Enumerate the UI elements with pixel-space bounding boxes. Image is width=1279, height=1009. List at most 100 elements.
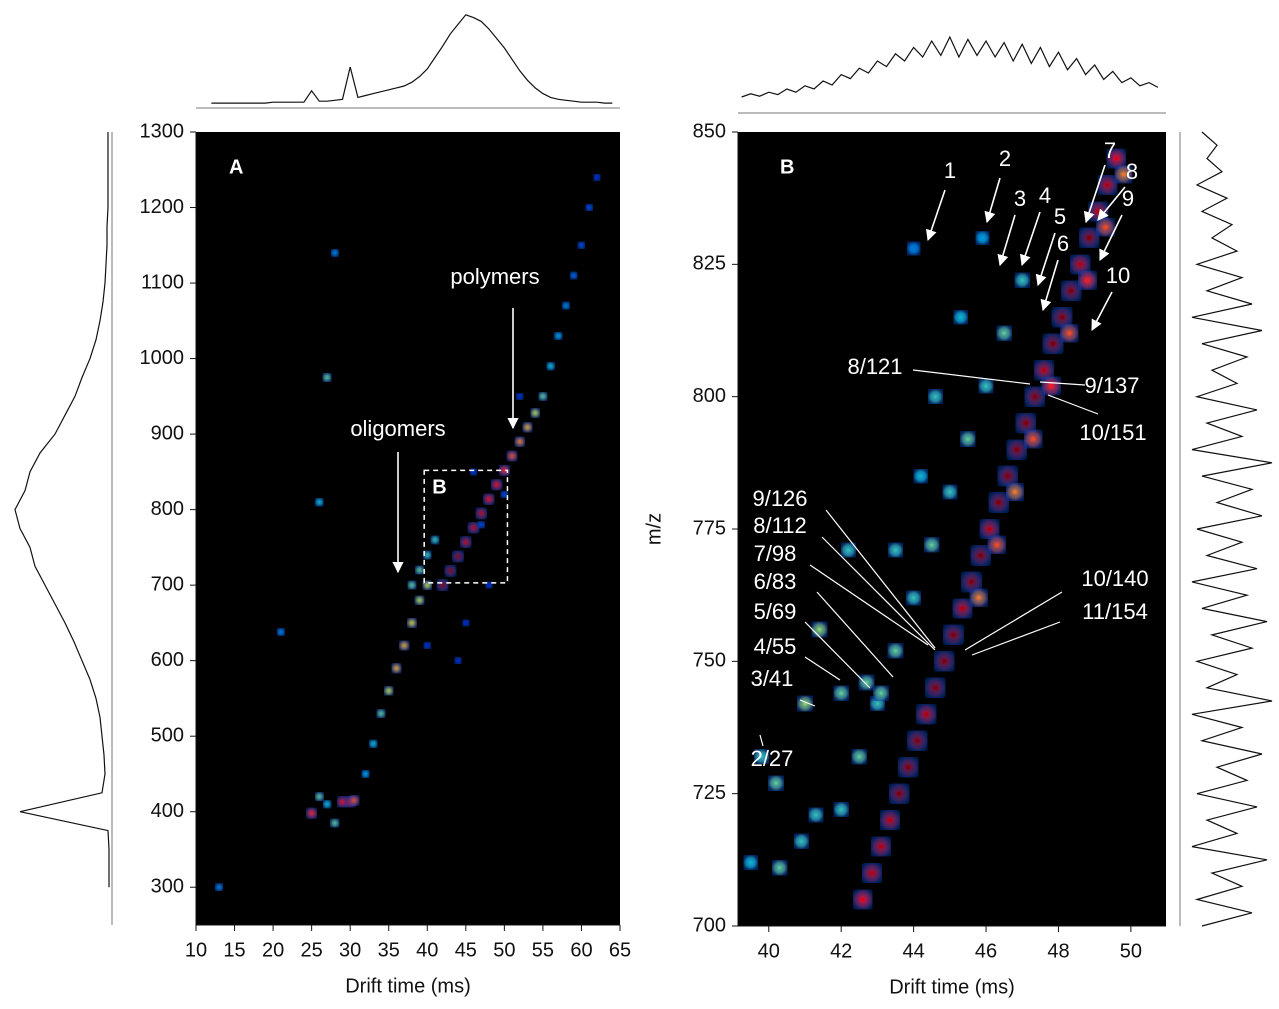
annotation: 5 bbox=[1054, 204, 1066, 229]
y-tick-label: 850 bbox=[693, 120, 726, 142]
data-point bbox=[504, 448, 520, 464]
data-point bbox=[1003, 436, 1031, 463]
data-point bbox=[389, 661, 404, 676]
data-point bbox=[855, 671, 878, 694]
data-point bbox=[442, 563, 459, 579]
x-tick-label: 48 bbox=[1047, 940, 1069, 962]
data-point bbox=[567, 269, 580, 282]
data-point bbox=[374, 707, 388, 720]
data-point bbox=[213, 881, 226, 894]
data-point bbox=[837, 539, 860, 562]
annotation-leader bbox=[816, 591, 894, 678]
data-point bbox=[405, 616, 419, 630]
data-point bbox=[359, 767, 372, 780]
data-point bbox=[885, 780, 913, 807]
data-point bbox=[922, 674, 949, 702]
data-point bbox=[458, 534, 474, 550]
annotation-leader bbox=[759, 734, 764, 747]
y-tick-label: 300 bbox=[151, 876, 184, 898]
data-point bbox=[473, 505, 489, 521]
data-point bbox=[304, 805, 319, 821]
data-point bbox=[910, 465, 932, 487]
data-point bbox=[903, 238, 924, 259]
plot-background bbox=[738, 132, 1166, 926]
annotation-leader bbox=[799, 699, 816, 707]
x-tick-label: 46 bbox=[975, 940, 997, 962]
x-tick-label: 45 bbox=[455, 939, 477, 961]
annotation: 8 bbox=[1126, 159, 1138, 184]
y-tick-label: 700 bbox=[693, 914, 726, 936]
data-point bbox=[903, 727, 931, 755]
annotation-arrow bbox=[1097, 186, 1126, 221]
top-profile bbox=[211, 14, 613, 104]
data-point bbox=[421, 640, 433, 652]
annotation: polymers bbox=[450, 264, 539, 289]
data-point bbox=[940, 621, 967, 649]
data-point bbox=[804, 803, 827, 826]
annotation: 7 bbox=[1104, 138, 1116, 163]
data-point bbox=[850, 886, 876, 913]
data-point bbox=[346, 793, 362, 808]
annotation: 10/140 bbox=[1081, 566, 1148, 591]
x-tick-label: 50 bbox=[493, 939, 515, 961]
x-axis-label: Drift time (ms) bbox=[889, 976, 1015, 998]
side-profile bbox=[1191, 131, 1273, 927]
x-tick-label: 55 bbox=[532, 939, 554, 961]
data-point bbox=[1056, 320, 1082, 346]
top-profile bbox=[741, 35, 1159, 98]
annotation: 6 bbox=[1057, 231, 1069, 256]
annotation-leader bbox=[825, 509, 936, 649]
annotation-arrow bbox=[1035, 232, 1056, 287]
data-point bbox=[808, 618, 831, 641]
x-tick-label: 42 bbox=[830, 940, 852, 962]
annotation: oligomers bbox=[350, 416, 445, 441]
x-tick-label: 15 bbox=[223, 939, 245, 961]
data-point bbox=[367, 737, 380, 750]
annotation-leader bbox=[804, 656, 841, 681]
x-axis-label: Drift time (ms) bbox=[345, 975, 471, 997]
x-tick-label: 20 bbox=[262, 939, 284, 961]
data-point bbox=[560, 299, 572, 312]
data-point bbox=[975, 375, 998, 398]
data-point bbox=[397, 638, 412, 653]
data-point bbox=[460, 617, 472, 629]
annotation: 10/151 bbox=[1079, 420, 1146, 445]
data-point bbox=[750, 745, 773, 768]
y-tick-label: 725 bbox=[693, 782, 726, 804]
y-tick-label: 500 bbox=[151, 724, 184, 746]
data-point bbox=[452, 655, 464, 667]
plot-background bbox=[196, 132, 620, 925]
annotation-leader bbox=[971, 621, 1061, 656]
data-point bbox=[514, 390, 526, 402]
data-point bbox=[405, 578, 419, 592]
y-tick-label: 400 bbox=[151, 800, 184, 822]
inset-box bbox=[423, 469, 509, 584]
y-tick-label: 1000 bbox=[140, 347, 185, 369]
y-tick-label: 825 bbox=[693, 253, 726, 275]
annotation-leader bbox=[912, 369, 1031, 385]
data-point bbox=[985, 489, 1013, 516]
annotation: 5/69 bbox=[754, 599, 797, 624]
data-point bbox=[412, 593, 427, 607]
y-tick-label: 800 bbox=[151, 498, 184, 520]
y-tick-label: 1200 bbox=[140, 196, 185, 218]
x-tick-label: 44 bbox=[902, 940, 924, 962]
annotation-arrow bbox=[1091, 291, 1113, 331]
panel-label: B bbox=[780, 156, 794, 178]
y-tick-label: 700 bbox=[151, 573, 184, 595]
data-point bbox=[450, 548, 466, 565]
annotation-leader bbox=[809, 564, 929, 646]
y-tick-label: 900 bbox=[151, 422, 184, 444]
data-point bbox=[1057, 277, 1085, 305]
data-point bbox=[902, 586, 925, 609]
x-tick-label: 60 bbox=[570, 939, 592, 961]
data-point bbox=[869, 681, 893, 705]
data-point bbox=[894, 753, 922, 781]
x-tick-label: 40 bbox=[758, 940, 780, 962]
data-point bbox=[829, 681, 853, 705]
data-point bbox=[768, 856, 791, 879]
data-point bbox=[552, 329, 565, 342]
annotation: 8/112 bbox=[753, 513, 806, 538]
data-point bbox=[481, 491, 497, 507]
